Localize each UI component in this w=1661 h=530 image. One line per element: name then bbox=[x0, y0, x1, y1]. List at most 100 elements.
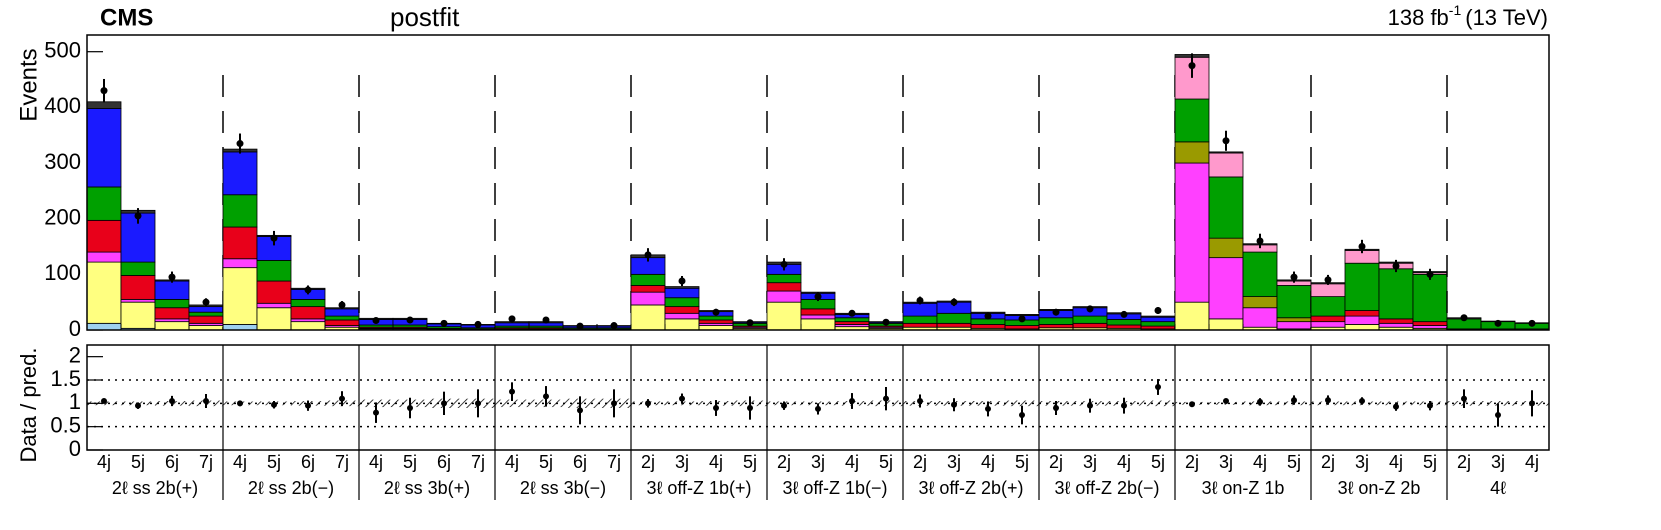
x-tick-label: 5j bbox=[403, 452, 417, 472]
data-point bbox=[1426, 270, 1434, 278]
x-tick-label: 2j bbox=[1185, 452, 1199, 472]
stack-segment bbox=[256, 280, 292, 304]
group-label: 2ℓ ss 3b(−) bbox=[520, 478, 606, 498]
ratio-point bbox=[339, 395, 345, 402]
ratio-point bbox=[101, 398, 107, 404]
data-point bbox=[508, 315, 516, 323]
stack-segment bbox=[120, 275, 156, 300]
data-point bbox=[1290, 273, 1298, 281]
stack-segment bbox=[766, 290, 802, 303]
lumi: 138 fb bbox=[1388, 5, 1449, 30]
data-point bbox=[1120, 310, 1128, 318]
stack-segment bbox=[120, 301, 156, 329]
stack-segment bbox=[936, 322, 972, 328]
energy: (13 TeV) bbox=[1465, 5, 1548, 30]
stack-segment bbox=[222, 324, 258, 331]
stack-segment bbox=[1276, 321, 1312, 330]
x-tick-label: 4j bbox=[981, 452, 995, 472]
ratio-tick-label: 1.5 bbox=[50, 366, 81, 391]
x-tick-label: 2j bbox=[777, 452, 791, 472]
ratio-point bbox=[747, 405, 753, 411]
ratio-uncertainty-band bbox=[1005, 400, 1039, 407]
x-tick-label: 5j bbox=[539, 452, 553, 472]
stack-segment bbox=[188, 311, 224, 317]
stack-segment bbox=[800, 318, 836, 331]
stack-segment bbox=[120, 298, 156, 303]
data-point bbox=[1494, 319, 1502, 327]
data-point bbox=[474, 320, 482, 328]
x-tick-label: 5j bbox=[1015, 452, 1029, 472]
ratio-point bbox=[1291, 397, 1297, 404]
x-tick-label: 3j bbox=[1355, 452, 1369, 472]
stack-segment bbox=[902, 315, 938, 324]
data-point bbox=[1018, 315, 1026, 323]
ratio-point bbox=[169, 398, 175, 404]
stack-segment bbox=[188, 315, 224, 324]
data-point bbox=[372, 317, 380, 325]
data-point bbox=[168, 273, 176, 281]
data-point bbox=[1256, 237, 1264, 245]
stack-segment bbox=[1412, 325, 1448, 329]
x-tick-label: 5j bbox=[1151, 452, 1165, 472]
stack-segment bbox=[970, 324, 1006, 329]
stack-segment bbox=[1072, 322, 1108, 329]
stack-segment bbox=[1140, 315, 1176, 318]
data-point bbox=[542, 316, 550, 324]
x-tick-label: 5j bbox=[267, 452, 281, 472]
stack-segment bbox=[1310, 296, 1346, 317]
ratio-point bbox=[1223, 398, 1229, 404]
x-tick-label: 2j bbox=[913, 452, 927, 472]
y-axis-label: Events bbox=[15, 48, 42, 121]
data-point bbox=[406, 316, 414, 324]
x-tick-label: 5j bbox=[879, 452, 893, 472]
ratio-point bbox=[917, 398, 923, 404]
stack-segment bbox=[766, 301, 802, 331]
x-tick-label: 3j bbox=[1491, 452, 1505, 472]
x-tick-label: 4j bbox=[97, 452, 111, 472]
stack-segment bbox=[290, 321, 326, 331]
ratio-point bbox=[1461, 395, 1467, 402]
stack-segment bbox=[1208, 237, 1244, 259]
data-point bbox=[916, 297, 924, 304]
ratio-uncertainty-band bbox=[495, 399, 529, 408]
x-tick-label: 5j bbox=[1287, 452, 1301, 472]
data-point bbox=[304, 286, 312, 294]
x-tick-label: 3j bbox=[1219, 452, 1233, 472]
stack-segment bbox=[222, 151, 258, 196]
group-label: 4ℓ bbox=[1490, 478, 1506, 498]
ratio-point bbox=[951, 401, 957, 408]
stack-segment bbox=[86, 322, 122, 331]
ratio-point bbox=[713, 405, 719, 411]
data-point bbox=[1052, 308, 1060, 316]
stack-segment bbox=[1412, 273, 1448, 323]
ratio-tick-label: 0 bbox=[69, 436, 81, 461]
x-tick-label: 4j bbox=[1253, 452, 1267, 472]
stack-segment bbox=[970, 318, 1006, 325]
y-tick-label: 0 bbox=[69, 316, 81, 341]
data-point bbox=[610, 322, 618, 330]
stack-segment bbox=[1174, 141, 1210, 164]
stack-segment bbox=[630, 304, 666, 331]
stack-segment bbox=[1242, 307, 1278, 328]
ratio-point bbox=[1495, 412, 1501, 418]
x-tick-label: 6j bbox=[437, 452, 451, 472]
stack-segment bbox=[1208, 257, 1244, 320]
x-tick-label: 7j bbox=[335, 452, 349, 472]
subtitle: postfit bbox=[390, 2, 460, 32]
ratio-point bbox=[373, 409, 379, 416]
ratio-frame bbox=[86, 344, 1550, 451]
stack-segment bbox=[664, 318, 700, 331]
ratio-point bbox=[577, 407, 583, 414]
y-tick-label: 500 bbox=[44, 38, 81, 63]
ratio-point bbox=[1155, 384, 1161, 390]
group-label: 2ℓ ss 3b(+) bbox=[384, 478, 470, 498]
ratio-point bbox=[1427, 402, 1433, 409]
x-tick-label: 3j bbox=[811, 452, 825, 472]
y-tick-label: 200 bbox=[44, 204, 81, 229]
stack-segment bbox=[1106, 324, 1142, 329]
data-point bbox=[950, 298, 958, 306]
stack-segment bbox=[834, 321, 870, 325]
stack-segment bbox=[1378, 318, 1414, 324]
